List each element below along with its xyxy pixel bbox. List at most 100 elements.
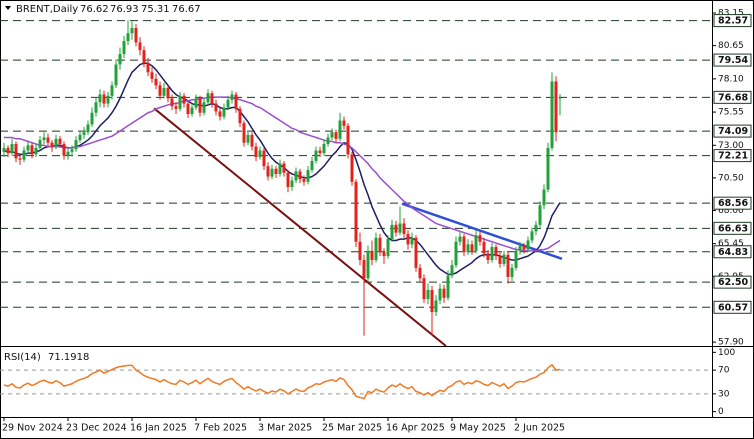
candle-body [314, 150, 318, 161]
candle-body [170, 98, 174, 107]
y-tick-label: 83.15 [718, 9, 744, 19]
moving-average [4, 96, 561, 252]
candle-body [198, 98, 202, 113]
rsi-tick-label: 100 [718, 348, 735, 358]
level-label: 62.50 [718, 277, 748, 288]
candle-body [438, 288, 442, 301]
rsi-pane [0, 363, 712, 400]
candle-body [106, 95, 110, 104]
candle-body [342, 120, 346, 126]
candle-body [98, 94, 102, 103]
candle-body [238, 108, 242, 124]
menu-icon[interactable] [5, 6, 11, 10]
y-tick-label: 78.10 [718, 74, 744, 84]
candle-body [478, 235, 482, 242]
high: 76.93 [110, 4, 139, 15]
candle-body [162, 87, 166, 96]
candle-body [246, 134, 250, 143]
candle-body [382, 252, 386, 257]
candle-body [214, 103, 218, 112]
candle-body [350, 154, 354, 182]
candle-body [62, 144, 66, 156]
candle-body [490, 246, 494, 260]
level-label-box [713, 53, 752, 67]
rsi-line [3, 363, 561, 400]
candle-body [310, 160, 314, 171]
candle-body [18, 158, 22, 160]
candle-body [234, 94, 238, 109]
low: 75.31 [141, 4, 170, 15]
candle-body [550, 81, 554, 148]
candle-body [230, 94, 234, 100]
candle-body [110, 85, 114, 96]
candle-body [402, 223, 406, 234]
candle-body [502, 254, 506, 264]
rsi-value: 71.1918 [48, 352, 89, 363]
candle-body [138, 42, 142, 51]
candle-body [506, 254, 510, 277]
candle-body [158, 85, 162, 96]
y-tick-label: 65.45 [718, 239, 744, 249]
candle-body [266, 166, 270, 177]
candle-body [538, 205, 542, 225]
candle-body [466, 244, 470, 253]
candle-body [482, 241, 486, 254]
open: 76.62 [80, 4, 109, 15]
candle-body [58, 138, 62, 145]
candle-body [14, 144, 18, 159]
candle-body [454, 241, 458, 266]
level-label: 76.68 [718, 92, 748, 103]
candle-body [462, 236, 466, 253]
level-label-box [713, 124, 752, 138]
x-tick-label: 16 Jan 2025 [130, 423, 187, 434]
candle-body [142, 50, 146, 64]
close: 76.67 [172, 4, 201, 15]
x-tick-label: 7 Feb 2025 [194, 423, 247, 434]
candle-body [178, 95, 182, 109]
candle-body [302, 179, 306, 182]
candle-body [494, 246, 498, 257]
candle-body [210, 93, 214, 104]
candle-body [474, 235, 478, 251]
candle-body [182, 95, 186, 104]
candle-body [282, 163, 286, 173]
level-label-box [713, 221, 752, 235]
candle-body [410, 237, 414, 245]
candle-body [386, 239, 390, 257]
y-tick-label: 57.90 [718, 338, 744, 348]
candle-body [118, 54, 122, 65]
candle-body [530, 231, 534, 241]
candle-body [338, 120, 342, 139]
candle-body [558, 97, 562, 99]
x-tick-label: 3 Mar 2025 [258, 423, 312, 434]
x-tick-label: 2 Jun 2025 [514, 423, 565, 434]
candle-body [86, 124, 90, 133]
candle-body [74, 140, 78, 150]
candle-body [66, 151, 70, 156]
axes: 83.15 80.65 78.10 75.55 73.00 70.50 68.00 65.45… [2, 9, 752, 434]
candle-body [78, 134, 82, 141]
level-label-box [713, 275, 752, 289]
candle-body [150, 72, 154, 79]
level-label: 74.09 [718, 126, 748, 137]
candle-body [262, 150, 266, 167]
level-label-box [713, 90, 752, 104]
candle-body [406, 233, 410, 245]
x-tick-label: 16 Apr 2025 [386, 423, 445, 434]
y-tick-label: 75.55 [718, 108, 744, 118]
candle-body [546, 147, 550, 190]
candle-body [542, 189, 546, 206]
candle-body [554, 81, 558, 133]
candle-body [102, 94, 106, 104]
candle-body [38, 140, 42, 148]
candle-body [134, 28, 138, 43]
trend-line [401, 202, 563, 260]
candle-body [218, 111, 222, 117]
candle-body [146, 63, 150, 73]
candle-body [366, 250, 370, 279]
candle-body [394, 224, 398, 233]
y-tick-label: 68.00 [718, 206, 744, 216]
x-tick-label: 9 May 2025 [450, 423, 506, 434]
x-tick-label: 29 Nov 2024 [2, 423, 63, 434]
candle-body [534, 224, 538, 232]
